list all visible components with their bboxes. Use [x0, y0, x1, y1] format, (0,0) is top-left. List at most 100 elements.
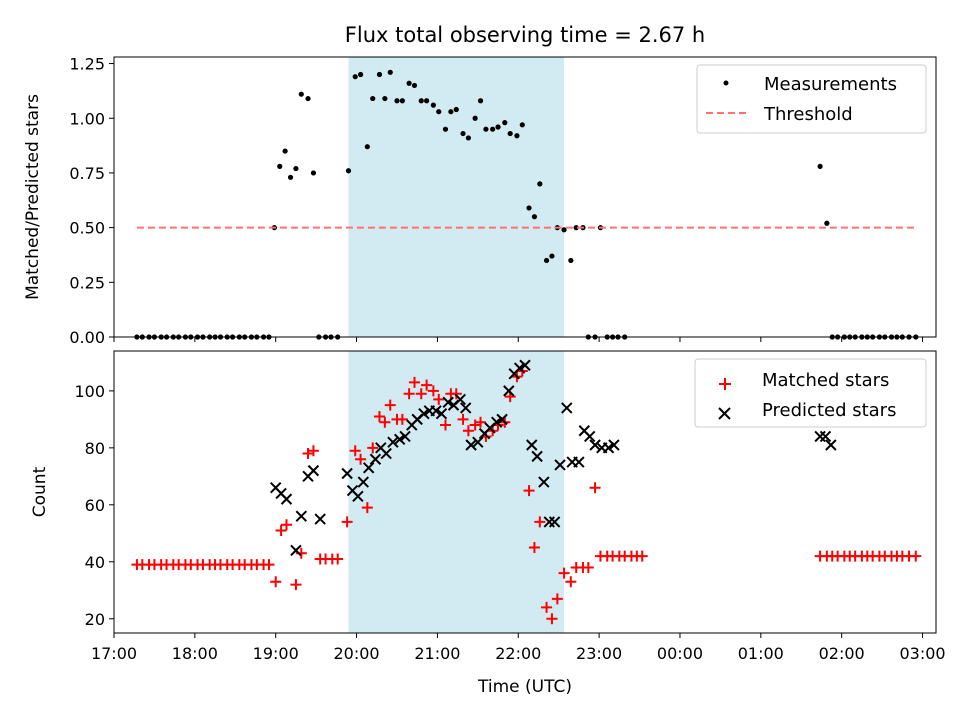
predicted-stars-point: [554, 459, 566, 471]
matched-stars-point: [421, 379, 433, 391]
matched-stars-point: [910, 550, 922, 562]
matched-stars-point: [439, 419, 451, 431]
predicted-stars-point: [393, 433, 406, 446]
matched-stars-point: [475, 416, 487, 428]
measurements-point: [436, 109, 442, 115]
measurements-point: [352, 74, 358, 80]
top-y-tick-label-5: 1.25: [69, 55, 105, 74]
measurements-point: [430, 102, 436, 108]
measurements-point: [364, 144, 370, 150]
predicted-stars-point: [589, 439, 601, 451]
predicted-stars-point: [583, 430, 596, 443]
matched-stars-point: [551, 593, 563, 605]
predicted-stars-point: [538, 476, 550, 488]
legend-predicted-label: Predicted stars: [762, 400, 896, 421]
predicted-stars-point: [825, 439, 837, 451]
legend-threshold-label: Threshold: [763, 104, 853, 125]
predicted-stars-point: [513, 362, 526, 374]
bottom-y-tick-label-2: 60: [85, 496, 105, 515]
predicted-stars-point: [362, 462, 375, 474]
bottom-x-tick-label-6: 23:00: [576, 644, 622, 663]
bottom-x-tick-label-7: 00:00: [657, 644, 703, 663]
measurements-point: [345, 168, 352, 174]
measurements-point: [824, 220, 830, 226]
measurements-point: [453, 106, 459, 113]
legend-measurements-label: Measurements: [764, 74, 897, 95]
matched-stars-point: [379, 416, 391, 428]
predicted-stars-point: [503, 385, 515, 397]
bottom-panel: 20 40 60 80 100 17:00 18:00 19:00 20:00 21:00 22:…: [30, 350, 946, 697]
predicted-stars-point: [435, 407, 448, 420]
top-shaded-interval: [348, 57, 565, 337]
predicted-stars-point: [341, 467, 353, 480]
matched-stars-point: [332, 553, 344, 565]
measurements-point: [418, 98, 424, 104]
predicted-stars-point: [352, 490, 364, 502]
legend-predicted-marker: [718, 407, 731, 420]
predicted-stars-point: [430, 405, 442, 417]
top-y-tick-label-3: 0.75: [69, 164, 105, 183]
matched-stars-point: [367, 442, 379, 454]
bottom-y-axis-label: Count: [30, 466, 50, 517]
predicted-stars-point: [602, 442, 615, 454]
predicted-stars-point: [280, 493, 293, 505]
matched-stars-point: [307, 445, 319, 457]
predicted-stars-point: [399, 430, 411, 443]
top-panel: 0.00 0.25 0.50 0.75 1.00 1.25 Matched/Predict…: [23, 55, 937, 347]
predicted-stars-point: [548, 516, 561, 528]
predicted-stars-point: [460, 402, 472, 414]
matched-stars-point: [263, 559, 275, 571]
predicted-stars-point: [380, 447, 392, 460]
matched-stars-point: [341, 516, 353, 528]
measurements-point: [519, 122, 525, 128]
predicted-stars-point: [454, 393, 467, 406]
matched-stars-point: [558, 567, 570, 579]
predicted-stars-point: [490, 416, 503, 428]
bottom-x-tick-label-0: 17:00: [91, 644, 137, 663]
measurements-point: [277, 163, 283, 169]
measurements-point: [382, 95, 388, 102]
top-x-axis: [113, 337, 924, 342]
matched-stars-point: [433, 393, 445, 405]
predicted-stars-point: [496, 413, 508, 426]
measurements-point: [568, 257, 574, 264]
bottom-y-tick-label-4: 100: [74, 382, 105, 401]
legend-measurements-marker: [723, 80, 729, 86]
predicted-stars-point: [290, 544, 302, 557]
measurements-point: [448, 109, 454, 115]
measurements-point: [370, 95, 376, 102]
bottom-legend: Matched stars Predicted stars: [694, 358, 927, 428]
bottom-x-tick-label-4: 21:00: [414, 644, 460, 663]
measurements-point: [465, 135, 472, 141]
bottom-axes-frame: [113, 350, 937, 634]
predicted-stars-point: [531, 450, 543, 463]
predicted-stars-point: [418, 407, 430, 420]
predicted-stars-point: [369, 453, 382, 465]
bottom-y-axis: 20 40 60 80 100: [74, 382, 114, 629]
measurements-point: [287, 174, 294, 180]
predicted-stars-point: [314, 513, 326, 525]
predicted-stars-point: [819, 430, 832, 443]
matched-stars-point: [457, 413, 469, 425]
matched-stars-point: [415, 388, 427, 400]
predicted-stars-point: [387, 436, 399, 448]
measurements-point: [293, 165, 299, 172]
matched-stars-point: [427, 385, 439, 397]
measurements-point: [472, 115, 478, 121]
measurements-point: [424, 98, 430, 104]
matched-stars-point: [290, 579, 302, 591]
measurements-point: [310, 170, 317, 176]
bottom-y-tick-label-3: 80: [85, 439, 105, 458]
bottom-x-tick-label-9: 02:00: [819, 644, 865, 663]
predicted-stars-point: [295, 510, 308, 522]
matched-stars-point: [582, 561, 594, 573]
measurements-point: [406, 80, 412, 86]
bottom-x-tick-label-5: 22:00: [495, 644, 541, 663]
measurements-point: [543, 257, 550, 264]
measurements-point: [531, 214, 538, 220]
matched-stars-point: [450, 388, 462, 400]
matched-stars-point: [565, 576, 577, 588]
matched-stars-point: [361, 502, 373, 514]
measurements-point: [460, 130, 466, 137]
measurements-point: [394, 98, 400, 104]
